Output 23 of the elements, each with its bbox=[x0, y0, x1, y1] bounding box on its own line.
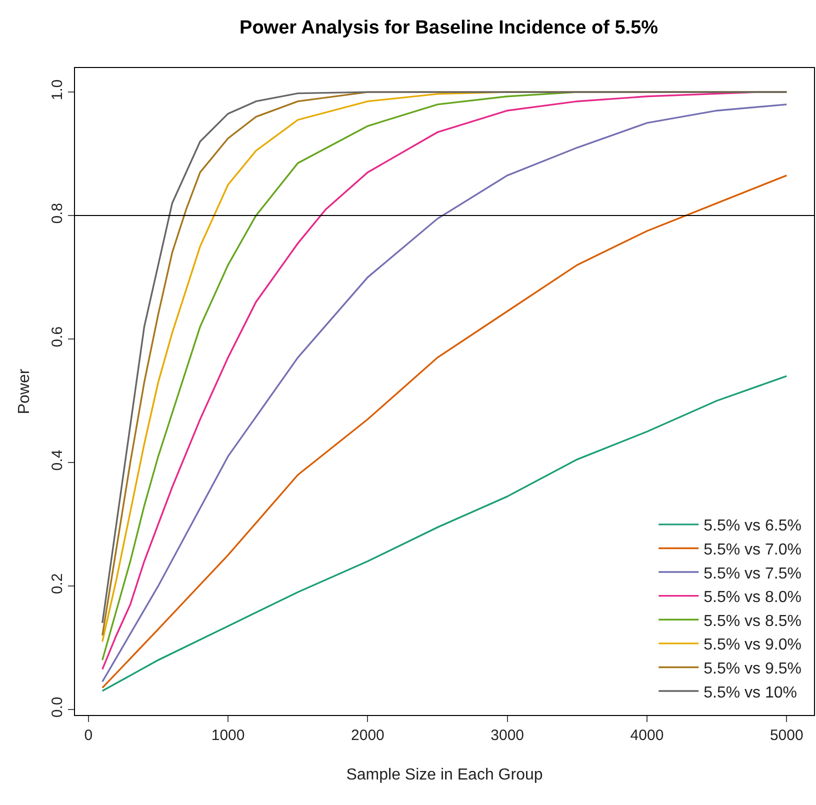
legend-label: 5.5% vs 8.5% bbox=[704, 612, 802, 630]
y-tick-label: 0.0 bbox=[49, 696, 66, 718]
y-tick-label: 1.0 bbox=[49, 79, 66, 100]
x-tick-label: 0 bbox=[84, 727, 93, 744]
legend-label: 5.5% vs 7.5% bbox=[704, 565, 802, 582]
x-tick-label: 5000 bbox=[770, 727, 804, 744]
x-tick-label: 4000 bbox=[630, 727, 664, 744]
legend-label: 5.5% vs 7.0% bbox=[704, 541, 802, 558]
legend-label: 5.5% vs 9.5% bbox=[704, 660, 802, 678]
y-tick-label: 0.4 bbox=[49, 450, 66, 471]
legend-label: 5.5% vs 6.5% bbox=[704, 518, 802, 535]
y-tick-label: 0.8 bbox=[49, 202, 66, 224]
legend-label: 5.5% vs 8.0% bbox=[704, 589, 802, 606]
chart-title: Power Analysis for Baseline Incidence of 5.5% bbox=[240, 17, 658, 38]
x-axis-title: Sample Size in Each Group bbox=[346, 766, 543, 784]
x-tick-label: 2000 bbox=[351, 727, 384, 744]
x-tick-label: 1000 bbox=[211, 727, 245, 744]
x-tick-label: 3000 bbox=[490, 727, 524, 744]
y-tick-label: 0.6 bbox=[49, 326, 66, 348]
legend-label: 5.5% vs 10% bbox=[704, 684, 797, 702]
legend-label: 5.5% vs 9.0% bbox=[704, 636, 802, 654]
y-tick-label: 0.2 bbox=[49, 573, 66, 594]
y-axis-title: Power bbox=[16, 368, 33, 414]
